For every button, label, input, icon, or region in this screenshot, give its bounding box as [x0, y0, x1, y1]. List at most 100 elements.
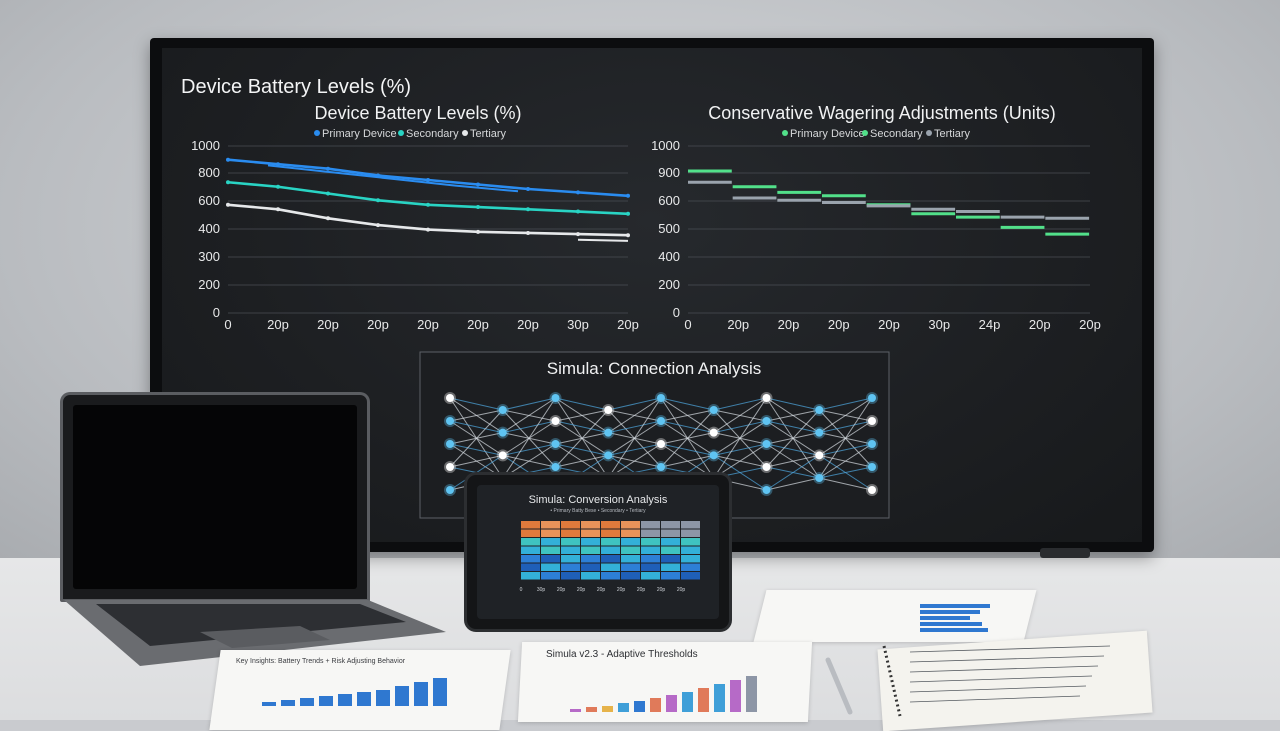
chart2-x-tick: 20p: [1079, 317, 1101, 332]
network-node: [762, 394, 771, 402]
network-edge: [818, 397, 873, 434]
heatmap-cell: [641, 572, 660, 580]
chart2-x-tick: 20p: [778, 317, 800, 332]
tablet-x-tick: 20p: [677, 587, 686, 593]
heatmap-cell: [541, 563, 560, 571]
chart2-y-tick: 1000: [651, 138, 680, 153]
heatmap-cell: [541, 546, 560, 554]
heatmap-cell: [621, 563, 640, 571]
network-edge: [449, 409, 504, 468]
heatmap-cell: [681, 529, 700, 537]
chart1-legend-dot: [314, 130, 320, 136]
network-edge: [449, 443, 503, 456]
chart1-legend-label: Primary Device: [322, 128, 397, 140]
network-node: [868, 417, 876, 425]
chart2-x-tick: 0: [684, 317, 691, 332]
network-edge: [449, 397, 503, 411]
chart1-x-tick: 20p: [367, 317, 389, 332]
chart1-point: [476, 182, 480, 187]
heatmap-cell: [681, 563, 700, 571]
tablet-x-tick: 20p: [577, 587, 586, 593]
chart1-point: [526, 187, 530, 192]
network-title: Simula: Connection Analysis: [547, 359, 762, 378]
network-edge: [819, 420, 873, 434]
network-node: [868, 440, 876, 448]
heatmap-cell: [661, 538, 680, 546]
network-node: [446, 463, 454, 471]
heatmap-cell: [581, 538, 600, 546]
network-edge: [766, 409, 820, 422]
chart2-y-tick: 400: [658, 249, 680, 264]
network-node: [446, 440, 454, 448]
chart1-point: [426, 202, 430, 207]
heatmap-cell: [561, 521, 580, 529]
chart2-legend: Primary Device Secondary Tertiary: [782, 128, 971, 140]
network-edge: [766, 409, 820, 468]
chart1-x-tick: 20p: [317, 317, 339, 332]
network-edge: [766, 477, 820, 491]
chart1-x-tick: 30p: [567, 317, 589, 332]
heatmap-cell: [601, 521, 620, 529]
paper-left-bar: [300, 698, 314, 706]
chart1-x-tick: 20p: [467, 317, 489, 332]
heatmap-cell: [621, 521, 640, 529]
chart2-grid: [688, 145, 1090, 314]
network-node: [762, 486, 771, 494]
wagering-chart: Conservative Wagering Adjustments (Units…: [651, 103, 1101, 332]
network-edge: [766, 420, 820, 434]
heatmap-cell: [561, 563, 580, 571]
chart1-point: [626, 233, 630, 238]
network-edge: [502, 397, 556, 479]
notebook-line: [909, 655, 1105, 663]
paper-center-bar: [586, 707, 597, 712]
chart2-x-tick: 24p: [979, 317, 1001, 332]
paper-center-title: Simula v2.3 - Adaptive Thresholds: [546, 649, 698, 660]
chart1-x-tick: 20p: [417, 317, 439, 332]
heatmap-cell: [581, 546, 600, 554]
paper-right-bar: [920, 610, 980, 614]
tablet-x-tick: 20p: [657, 587, 666, 593]
heatmap-cell: [681, 546, 700, 554]
tablet-x-tick: 30p: [537, 587, 546, 593]
notebook-line: [909, 685, 1087, 693]
chart1-point: [626, 211, 630, 216]
heatmap-cell: [521, 529, 540, 537]
paper-center-bars: [570, 676, 757, 712]
heatmap-cell: [661, 555, 680, 563]
network-node: [709, 428, 718, 437]
chart1-extra-line: [267, 164, 519, 193]
network-node: [498, 451, 507, 460]
network-edge: [608, 443, 662, 456]
network-node: [709, 451, 718, 460]
heatmap-cell: [521, 555, 540, 563]
network-node: [551, 394, 560, 402]
chart2-y-tick: 600: [658, 193, 680, 208]
chart1-y-tick: 400: [198, 221, 220, 236]
heatmap-cell: [581, 563, 600, 571]
chart1-point: [326, 216, 330, 221]
network-node: [709, 406, 718, 414]
network-node: [446, 417, 454, 425]
paper-left-bar: [395, 686, 409, 706]
heatmap-cell: [601, 529, 620, 537]
network-node: [657, 440, 665, 448]
network-node: [446, 394, 454, 402]
heatmap-cell: [561, 555, 580, 563]
network-edge: [713, 397, 767, 434]
heatmap-cell: [641, 538, 660, 546]
heatmap-cell: [561, 572, 580, 580]
tablet-x-tick: 20p: [617, 587, 626, 593]
chart1-point: [276, 162, 280, 167]
chart1-legend-label: Secondary: [406, 128, 459, 140]
paper-center-bar: [570, 709, 581, 712]
heatmap-cell: [641, 555, 660, 563]
chart1-y-tick: 0: [213, 305, 220, 320]
heatmap-cell: [621, 529, 640, 537]
network-edge: [819, 443, 873, 456]
heatmap-cell: [601, 555, 620, 563]
notebook-spiral: [882, 645, 902, 717]
tablet-x-tick: 20p: [597, 587, 606, 593]
chart1-legend-dot: [398, 130, 404, 136]
network-edge: [502, 420, 556, 434]
chart1-point: [476, 229, 480, 234]
